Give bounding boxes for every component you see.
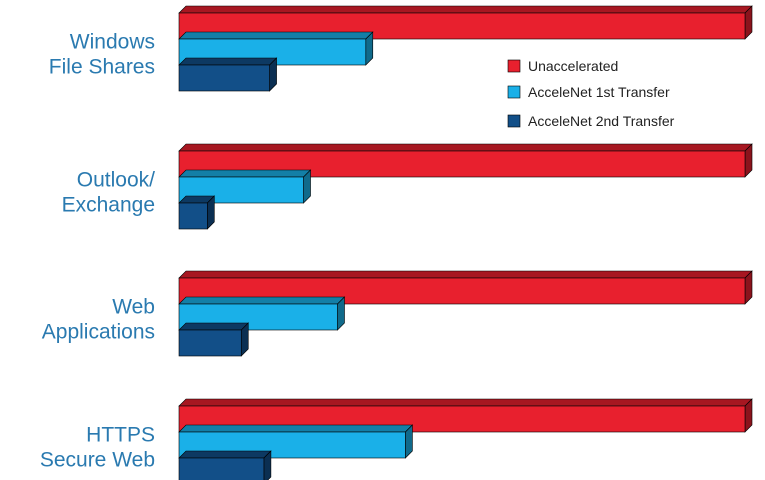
legend-swatch [507,85,521,99]
category-label: Outlook/Exchange [62,169,156,217]
legend-label: AcceleNet 1st Transfer [528,84,670,100]
bars [178,5,753,480]
bar [178,296,346,331]
category-label: Windows File Shares [49,31,155,79]
legend-item: AcceleNet 2nd Transfer [507,113,675,129]
legend-swatch [507,114,521,128]
bar [178,450,272,480]
legend-item: Unaccelerated [507,58,618,74]
bar [178,322,249,357]
legend-swatch [507,59,521,73]
bar [178,31,374,66]
category-label: Web Applications [42,296,155,344]
bar [178,195,216,230]
legend: Unaccelerated AcceleNet 1st Transfer Accel… [507,58,675,129]
legend-label: Unaccelerated [528,58,618,74]
bar [178,270,753,305]
legend-label: AcceleNet 2nd Transfer [528,113,675,129]
legend-item: AcceleNet 1st Transfer [507,84,670,100]
bar [178,57,278,92]
category-label: HTTPS Secure Web [40,424,155,472]
category-labels: Windows File Shares Outlook/Exchange Web App… [40,31,155,472]
